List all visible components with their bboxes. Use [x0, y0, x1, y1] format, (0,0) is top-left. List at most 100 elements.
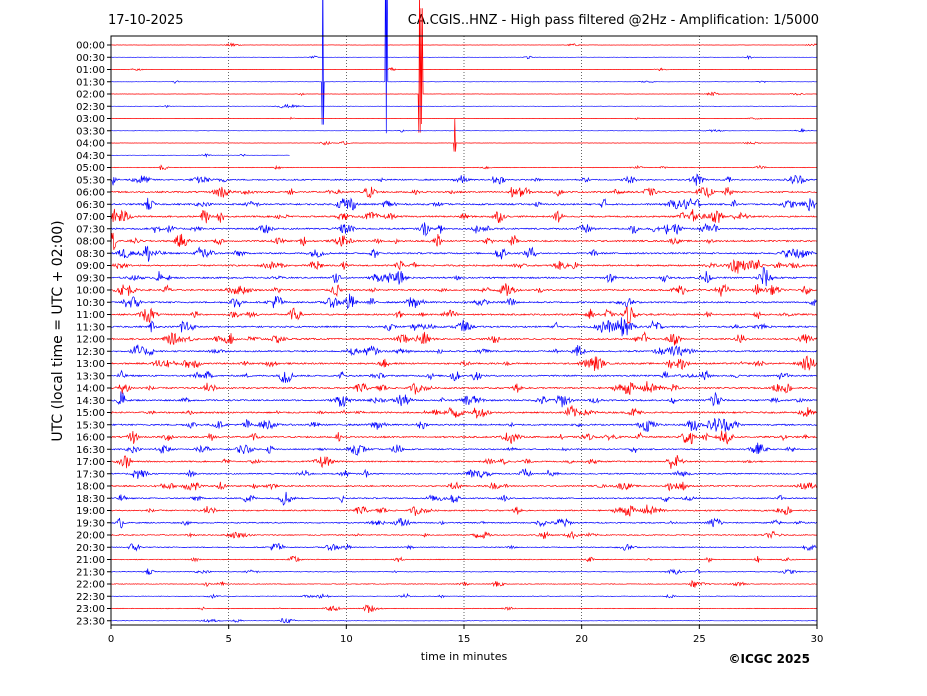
y-tick-label: 14:00	[76, 384, 105, 395]
y-tick-label: 22:30	[76, 592, 105, 603]
y-tick-label: 03:00	[76, 114, 105, 125]
y-tick-label: 23:00	[76, 604, 105, 615]
trace-1100	[110, 306, 818, 325]
y-tick-label: 18:00	[76, 482, 105, 493]
y-tick-label: 10:00	[76, 286, 105, 297]
trace-1500	[110, 405, 818, 419]
y-tick-label: 09:00	[76, 261, 105, 272]
y-tick-label: 15:30	[76, 420, 105, 431]
trace-0030	[110, 54, 818, 61]
trace-0330	[110, 128, 818, 133]
trace-1700	[111, 455, 818, 469]
x-tick-label: 5	[225, 634, 231, 645]
y-tick-label: 12:00	[76, 335, 105, 346]
y-tick-label: 08:00	[76, 237, 105, 248]
trace-1230	[110, 344, 818, 357]
y-tick-label: 02:30	[76, 102, 105, 113]
copyright-label: ©ICGC 2025	[728, 652, 810, 666]
y-tick-label: 13:00	[76, 359, 105, 370]
y-tick-label: 01:00	[76, 65, 105, 76]
trace-0000	[111, 42, 818, 48]
trace-0530	[110, 173, 818, 186]
trace-0500	[110, 164, 818, 170]
y-tick-label: 17:00	[76, 457, 105, 468]
x-tick-label: 30	[811, 634, 824, 645]
trace-2030	[110, 543, 818, 552]
y-tick-label: 04:30	[76, 151, 105, 162]
trace-0230	[110, 103, 817, 109]
x-tick-label: 15	[458, 634, 471, 645]
trace-2100	[111, 555, 818, 563]
chart-title: CA.CGIS..HNZ - High pass filtered @2Hz -…	[408, 13, 819, 28]
y-tick-label: 00:00	[76, 41, 105, 52]
y-tick-label: 11:30	[76, 322, 105, 333]
trace-2000	[110, 530, 818, 540]
y-tick-label: 05:30	[76, 175, 105, 186]
trace-1200	[110, 331, 818, 346]
trace-1900	[110, 504, 818, 517]
trace-0130	[110, 0, 817, 134]
trace-1830	[110, 491, 818, 506]
trace-1000	[110, 283, 818, 298]
x-tick-label: 10	[340, 634, 353, 645]
trace-1930	[110, 517, 818, 529]
y-tick-label: 13:30	[76, 371, 105, 382]
y-tick-label: 06:30	[76, 200, 105, 211]
x-axis-ticks: 0 5 10 15 20 25 30	[108, 625, 824, 645]
y-tick-label: 15:00	[76, 408, 105, 419]
trace-0100	[111, 67, 818, 72]
y-tick-label: 08:30	[76, 249, 105, 260]
y-tick-label: 17:30	[76, 469, 105, 480]
trace-2330	[110, 617, 818, 624]
y-tick-label: 22:00	[76, 580, 105, 591]
y-tick-label: 18:30	[76, 494, 105, 505]
y-tick-label: 16:00	[76, 433, 105, 444]
y-tick-label: 11:00	[76, 310, 105, 321]
y-tick-label: 19:30	[76, 518, 105, 529]
trace-0930	[110, 267, 818, 287]
trace-0830	[110, 245, 818, 262]
seismic-traces	[110, 0, 818, 624]
trace-0200	[110, 0, 818, 133]
trace-0800	[110, 232, 818, 250]
trace-0600	[110, 186, 818, 199]
y-tick-label: 09:30	[76, 273, 105, 284]
trace-0730	[110, 222, 818, 237]
trace-1430	[110, 391, 818, 408]
y-tick-label: 12:30	[76, 347, 105, 358]
y-tick-label: 07:30	[76, 224, 105, 235]
trace-1630	[110, 442, 818, 456]
trace-0430	[111, 153, 290, 158]
trace-0700	[110, 208, 818, 224]
x-tick-label: 25	[693, 634, 706, 645]
y-tick-label: 00:30	[76, 53, 105, 64]
y-tick-label: 23:30	[76, 616, 105, 627]
trace-0400	[110, 118, 818, 152]
trace-1030	[110, 293, 818, 310]
date-label: 17-10-2025	[108, 13, 184, 28]
y-tick-label: 07:00	[76, 212, 105, 223]
trace-1400	[110, 381, 818, 395]
trace-2300	[111, 604, 818, 614]
trace-1800	[110, 481, 818, 492]
trace-2230	[110, 592, 818, 599]
y-tick-label: 21:00	[76, 555, 105, 566]
y-axis-label: UTC (local time = UTC + 02:00)	[50, 220, 66, 441]
y-tick-label: 14:30	[76, 396, 105, 407]
y-tick-label: 19:00	[76, 506, 105, 517]
x-tick-label: 0	[108, 634, 114, 645]
x-tick-label: 20	[575, 634, 588, 645]
y-tick-label: 20:30	[76, 543, 105, 554]
trace-1330	[110, 369, 818, 383]
trace-0900	[110, 258, 818, 274]
trace-1530	[111, 418, 818, 433]
trace-1300	[110, 355, 818, 372]
y-tick-label: 04:00	[76, 139, 105, 150]
y-tick-label: 10:30	[76, 298, 105, 309]
y-tick-label: 20:00	[76, 531, 105, 542]
trace-2200	[110, 579, 818, 588]
y-tick-label: 03:30	[76, 126, 105, 137]
plot-frame	[110, 35, 818, 626]
